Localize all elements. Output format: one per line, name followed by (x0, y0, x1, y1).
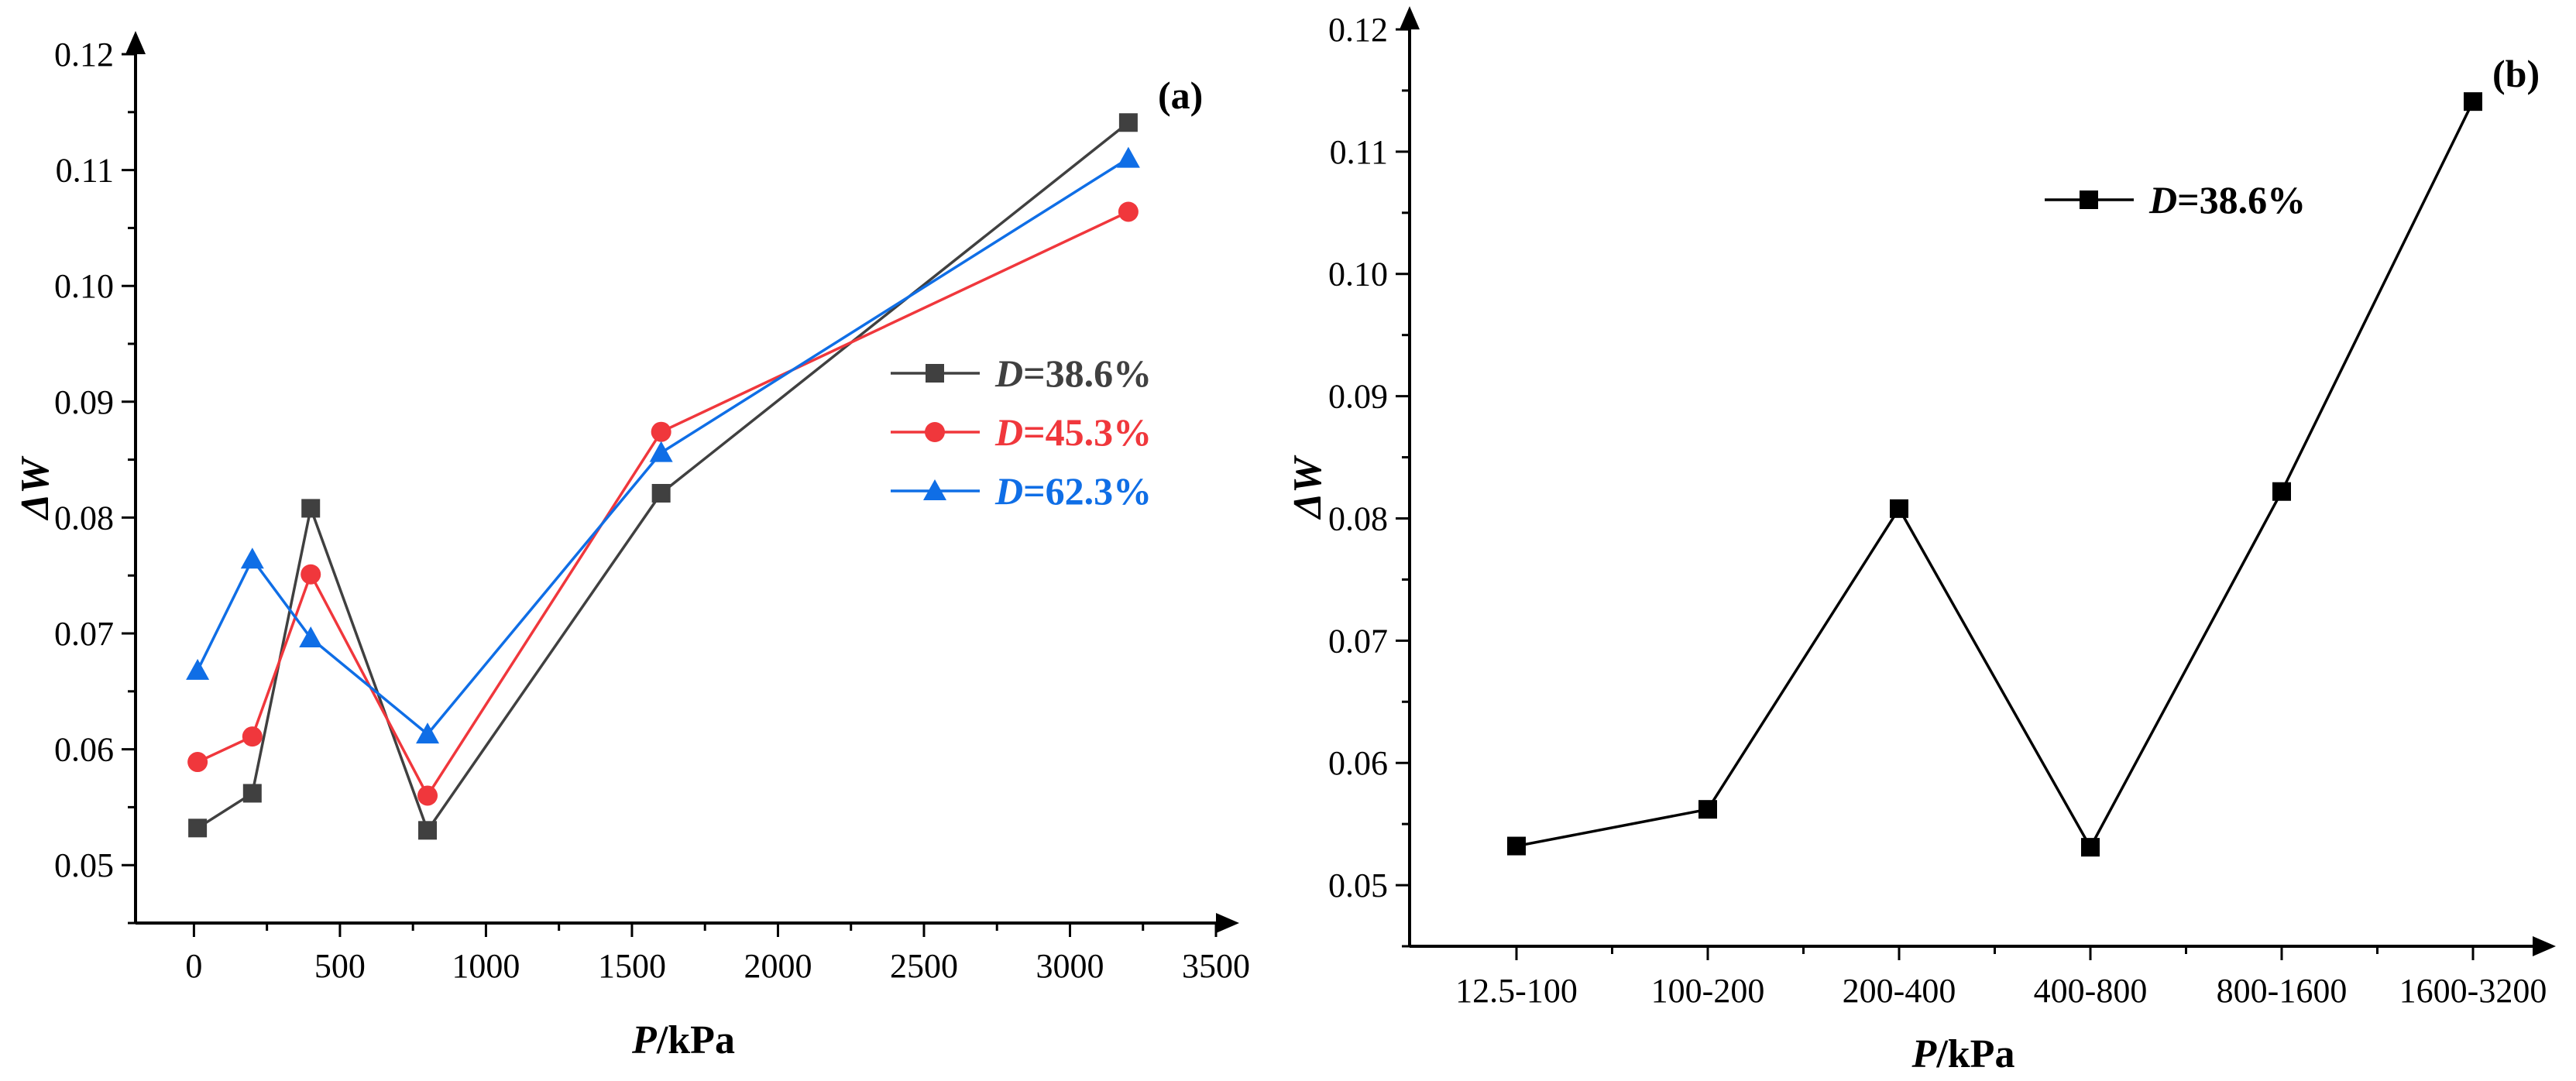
y-tick-label: 0.09 (54, 383, 114, 421)
y-axis-arrow (125, 31, 146, 54)
y-tick-label: 0.06 (54, 731, 114, 769)
data-point-series-3 (186, 658, 210, 680)
chart-panel-b: 12.5-100 100-200 200-400 400-800 800-1600 160… (1286, 6, 2556, 1076)
data-point-series-3 (649, 441, 673, 462)
x-axis-arrow (1216, 913, 1239, 933)
data-point-series-1 (1698, 800, 1717, 819)
y-tick-label: 0.05 (54, 846, 114, 884)
x-axis-arrow (2533, 936, 2556, 956)
legend-label: D=45.3% (994, 410, 1152, 454)
y-tick-label: 0.10 (1328, 256, 1388, 293)
data-point-series-2 (651, 421, 671, 442)
x-tick-label: 3000 (1036, 947, 1104, 985)
data-point-series-1 (188, 818, 208, 838)
data-point-series-1 (242, 784, 262, 803)
y-tick-label: 0.08 (54, 499, 114, 537)
legend-marker (925, 422, 945, 442)
x-axis-title: P/kPa (631, 1018, 735, 1062)
y-tick-label: 0.10 (54, 267, 114, 305)
data-point-series-2 (242, 726, 263, 747)
legend-label: D=62.3% (994, 469, 1152, 513)
y-tick-label: 0.12 (1328, 11, 1388, 49)
data-point-series-3 (416, 722, 440, 744)
data-point-series-1 (651, 483, 671, 503)
y-tick-label: 0.11 (56, 152, 114, 190)
data-point-series-1 (418, 821, 438, 840)
data-point-series-1 (301, 499, 321, 518)
y-axis-title: ΔW (1286, 455, 1330, 520)
x-tick-label: 1000 (452, 947, 520, 985)
data-point-series-1 (2081, 838, 2100, 857)
y-tick-label: 0.07 (54, 615, 114, 653)
y-tick-label: 0.05 (1328, 867, 1388, 904)
series-line-2 (197, 210, 1129, 798)
data-point-series-2 (187, 752, 208, 773)
y-tick-label: 0.11 (1330, 133, 1388, 171)
x-axis-title: P/kPa (1911, 1032, 2015, 1076)
data-point-series-1 (1890, 499, 1908, 518)
series-line-3 (196, 157, 1129, 736)
legend-marker (2080, 190, 2098, 209)
chart-panel-a: 0 500 1000 1500 2000 2500 3000 3500 0.05 0.06 0.07… (13, 31, 1250, 1062)
data-point-series-2 (301, 564, 321, 585)
legend-marker (923, 479, 946, 500)
data-point-series-3 (240, 547, 264, 569)
data-point-series-1 (2272, 482, 2291, 501)
y-axis-arrow (1400, 6, 1420, 29)
x-tick-label: 1500 (598, 947, 666, 985)
data-point-series-1 (1507, 836, 1526, 856)
y-axis-title: ΔW (13, 455, 57, 521)
x-tick-label: 500 (314, 947, 366, 985)
panel-label: (a) (1158, 74, 1203, 117)
x-tick-label: 100-200 (1651, 972, 1765, 1010)
legend-label: D=38.6% (994, 352, 1152, 395)
data-point-series-2 (1118, 201, 1139, 222)
y-tick-label: 0.09 (1328, 378, 1388, 416)
x-tick-label: 200-400 (1843, 972, 1956, 1010)
data-point-series-1 (1118, 113, 1138, 132)
y-tick-label: 0.12 (54, 36, 114, 74)
data-point-series-2 (417, 785, 438, 806)
data-point-series-3 (299, 626, 323, 647)
x-tick-label: 2500 (890, 947, 958, 985)
data-point-series-3 (1116, 146, 1140, 168)
series-line-1 (1516, 101, 2475, 850)
legend-marker (926, 364, 944, 383)
x-tick-label: 800-1600 (2217, 972, 2348, 1010)
x-tick-label: 12.5-100 (1455, 972, 1578, 1010)
y-tick-label: 0.08 (1328, 499, 1388, 537)
legend-label: D=38.6% (2148, 178, 2306, 221)
series-line-1 (197, 121, 1129, 834)
x-tick-label: 400-800 (2034, 972, 2148, 1010)
panel-label: (b) (2492, 52, 2540, 95)
y-tick-label: 0.07 (1328, 622, 1388, 660)
x-tick-label: 0 (185, 947, 202, 985)
x-tick-label: 3500 (1182, 947, 1250, 985)
x-tick-label: 1600-3200 (2399, 972, 2547, 1010)
data-point-series-1 (2464, 92, 2482, 112)
x-tick-label: 2000 (744, 947, 812, 985)
y-tick-label: 0.06 (1328, 744, 1388, 782)
